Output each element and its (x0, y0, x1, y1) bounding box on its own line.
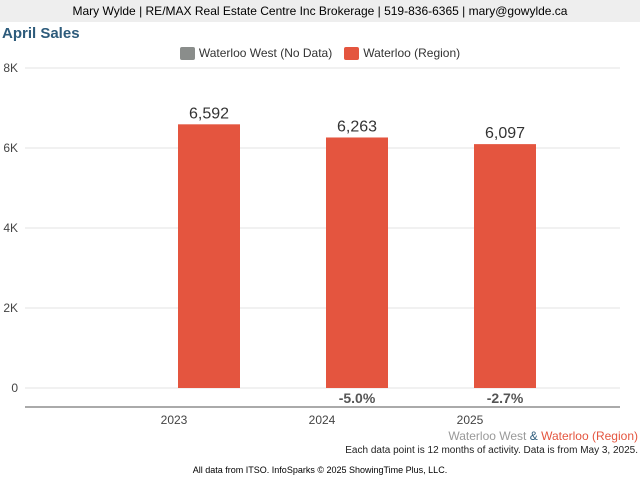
y-tick-label: 8K (3, 61, 18, 75)
y-tick-label: 6K (3, 141, 18, 155)
legend-item-waterloo-west[interactable]: Waterloo West (No Data) (179, 46, 333, 60)
x-tick-label: 2025 (457, 413, 484, 427)
chart-title: April Sales (2, 25, 80, 42)
bar-data-label: 6,097 (485, 125, 525, 142)
footer-note: Each data point is 12 months of activity… (345, 445, 638, 456)
bar-waterloo-region (178, 124, 240, 388)
bar-data-label: 6,592 (189, 105, 229, 122)
y-tick-label: 2K (3, 301, 18, 315)
bar-data-label: 6,263 (337, 118, 377, 135)
bar-waterloo-region (474, 144, 536, 388)
legend-swatch-region (344, 46, 360, 60)
contact-line: Mary Wylde | RE/MAX Real Estate Centre I… (72, 4, 568, 18)
footer-series-line: Waterloo West & Waterloo (Region) (448, 429, 638, 443)
legend-swatch-no-data (179, 46, 195, 60)
legend-label-waterloo-west: Waterloo West (No Data) (198, 46, 333, 60)
x-tick-label: 2024 (309, 413, 336, 427)
y-tick-label: 0 (11, 381, 18, 395)
y-tick-label: 4K (3, 221, 18, 235)
footer-series-right: Waterloo (Region) (541, 429, 638, 443)
change-percent-label: -2.7% (487, 390, 524, 406)
chart-legend: Waterloo West (No Data) Waterloo (Region… (0, 45, 640, 61)
bar-waterloo-region (326, 137, 388, 388)
change-percent-label: -5.0% (339, 390, 376, 406)
footer-credit: All data from ITSO. InfoSparks © 2025 Sh… (192, 465, 448, 475)
header-contact-bar: Mary Wylde | RE/MAX Real Estate Centre I… (0, 0, 640, 22)
footer-series-amp: & (526, 429, 542, 443)
footer-series-left: Waterloo West (448, 429, 527, 443)
legend-item-waterloo-region[interactable]: Waterloo (Region) (344, 46, 460, 60)
legend-label-waterloo-region: Waterloo (Region) (363, 46, 461, 60)
x-tick-label: 2023 (161, 413, 188, 427)
